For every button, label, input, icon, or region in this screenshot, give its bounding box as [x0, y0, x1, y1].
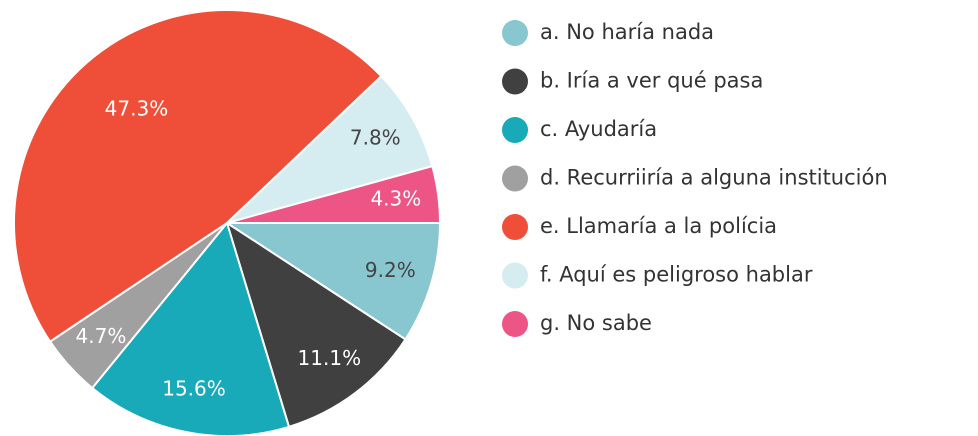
legend-swatch	[502, 262, 528, 289]
data-label: 4.3%	[370, 187, 421, 211]
legend-label: a. No haría nada	[540, 20, 714, 44]
legend-swatch	[502, 117, 528, 143]
legend-swatch	[502, 165, 528, 192]
pie-slice	[90, 220, 291, 436]
legend-swatch	[502, 20, 528, 46]
data-label: 15.6%	[162, 377, 226, 401]
data-label: 11.1%	[298, 346, 362, 370]
legend-swatch	[502, 214, 528, 240]
pie-slice	[13, 9, 383, 344]
pie-slice	[225, 220, 407, 429]
legend-swatch	[502, 68, 528, 95]
legend-label: c. Ayudaría	[540, 117, 657, 141]
legend-label: e. Llamaría a la polícia	[540, 214, 777, 238]
data-label: 9.2%	[365, 258, 416, 282]
pie-slice	[226, 164, 442, 224]
data-label: 7.8%	[350, 126, 401, 150]
legend-label: b. Iría a ver qué pasa	[540, 69, 763, 93]
pie-slice	[223, 222, 442, 341]
legend-label: d. Recurriiría a alguna institución	[540, 166, 888, 190]
data-label: 47.3%	[105, 96, 169, 120]
legend-label: g. No sabe	[540, 311, 652, 335]
legend-swatch	[502, 311, 528, 337]
legend-label: f. Aquí es peligroso hablar	[540, 263, 813, 287]
pie-slice	[226, 74, 434, 224]
data-label: 4.7%	[76, 324, 127, 348]
